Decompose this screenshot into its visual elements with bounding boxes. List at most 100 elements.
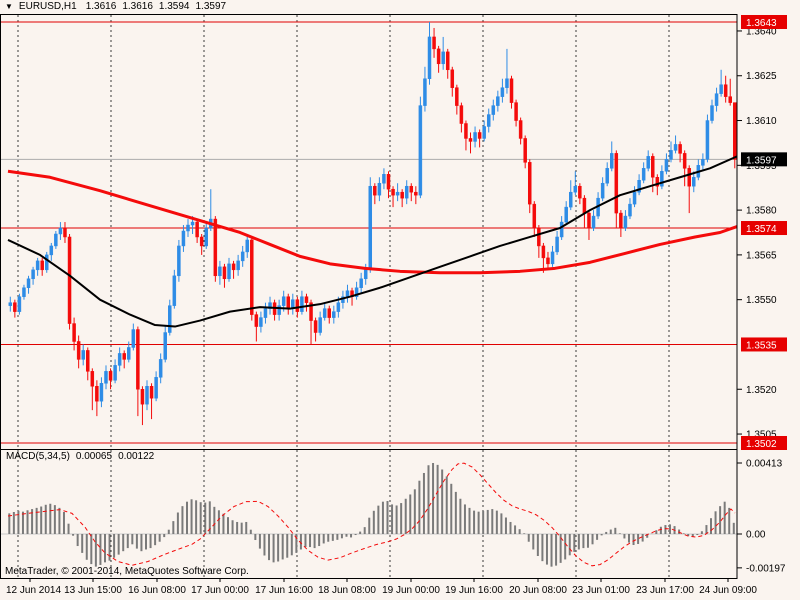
candle-body-down (391, 188, 395, 196)
candle-body-up (104, 371, 108, 384)
candle-body-down (122, 353, 126, 360)
candle-body-up (322, 308, 327, 318)
candle-body-down (295, 299, 300, 312)
ohlc-high: 1.3616 (122, 1, 153, 12)
candle-body-up (263, 308, 268, 318)
candle-body-down (432, 36, 436, 50)
candle-body-up (719, 84, 723, 94)
candle-body-up (591, 215, 596, 229)
candle-body-up (600, 182, 605, 199)
time-tick-label: 23 Jun 01:00 (572, 585, 630, 596)
time-tick-label: 20 Jun 08:00 (509, 585, 567, 596)
candle-body-down (95, 386, 99, 402)
candle-body-down (546, 257, 550, 265)
candle-body-up (281, 296, 286, 306)
candle-body-down (63, 227, 67, 238)
candle-body-down (436, 48, 441, 65)
price-tick-label: 1.3625 (746, 71, 777, 82)
candle-body-up (692, 177, 696, 187)
time-tick-label: 24 Jun 09:00 (699, 585, 757, 596)
candle-body-down (527, 162, 532, 205)
price-tick-label: 1.3610 (746, 116, 777, 127)
candle-body-down (445, 51, 450, 71)
candle-body-down (108, 371, 113, 381)
candle-body-up (154, 377, 158, 399)
candle-body-up (318, 317, 322, 333)
time-tick-label: 19 Jun 16:00 (445, 585, 503, 596)
candle-body-up (336, 302, 341, 312)
candle-body-down (614, 153, 619, 214)
candle-body-down (286, 296, 290, 309)
candle-body-up (177, 245, 181, 277)
candle-body-down (304, 296, 309, 303)
candle-body-up (637, 179, 641, 193)
candle-body-up (163, 332, 167, 360)
price-badge-label: 1.3643 (746, 18, 777, 29)
candle-body-up (473, 132, 477, 142)
candle-body-down (136, 329, 140, 390)
candle-body-up (259, 317, 263, 327)
candle-body-down (477, 132, 482, 139)
candle-body-up (359, 278, 363, 288)
candle-body-up (482, 126, 486, 139)
candle-body-up (227, 263, 231, 280)
candle-body-up (354, 287, 359, 297)
candle-body-up (145, 386, 149, 405)
candle-body-down (619, 212, 623, 229)
candle-body-down (518, 120, 523, 139)
macd-main-value: 0.00065 (75, 451, 113, 462)
candle-body-down (213, 218, 218, 277)
price-tick-label: 1.3505 (746, 430, 777, 441)
time-tick-label: 17 Jun 00:00 (191, 585, 249, 596)
candle-body-up (45, 254, 49, 271)
candle-body-up (113, 365, 117, 381)
candle-body-down (523, 138, 527, 163)
candle-body-down (414, 191, 418, 196)
candle-body-up (423, 78, 427, 106)
candle-body-up (573, 185, 578, 193)
price-tick-label: 1.3640 (746, 26, 777, 37)
candle-body-up (377, 182, 382, 196)
candle-body-up (245, 239, 249, 253)
candle-body-down (682, 153, 687, 169)
price-badge-black (741, 152, 787, 167)
moving-average-fast-black (7, 155, 738, 328)
candle-body-down (231, 263, 236, 271)
candle-body-down (90, 371, 95, 387)
candle-body-down (541, 245, 546, 259)
candle-body-up (22, 287, 26, 297)
price-tick-label: 1.3580 (746, 206, 777, 217)
time-tick-label: 17 Jun 16:00 (255, 585, 313, 596)
macd-panel-border (0, 449, 738, 579)
candle-body-down (409, 185, 414, 193)
price-badge-red (741, 221, 787, 236)
candle-body-up (186, 224, 190, 232)
candle-body-down (13, 302, 17, 312)
macd-tick-label: 0.00413 (746, 459, 783, 470)
price-tick-label: 1.3565 (746, 250, 777, 261)
candle-body-up (35, 260, 40, 271)
candle-body-down (509, 78, 514, 103)
price-badge-red (741, 435, 787, 450)
candle-body-up (605, 168, 609, 184)
candle-body-up (81, 350, 85, 360)
candle-body-down (400, 191, 404, 199)
candle-body-up (404, 185, 409, 199)
candle-body-up (550, 251, 555, 265)
candle-body-down (532, 203, 537, 229)
price-tick-label: 1.3520 (746, 385, 777, 396)
time-tick-label: 12 Jun 2014 (6, 585, 61, 596)
candle-body-up (441, 51, 445, 65)
candle-body-up (131, 329, 136, 348)
candle-body-up (641, 168, 646, 181)
candle-body-down (40, 260, 44, 271)
candle-body-down (327, 308, 332, 318)
candle-body-down (149, 386, 154, 399)
symbol-dropdown-icon[interactable]: ▼ (5, 2, 13, 11)
time-tick-label: 16 Jun 08:00 (128, 585, 186, 596)
candle-body-up (345, 290, 350, 297)
candle-body-up (363, 269, 368, 280)
ohlc-close: 1.3597 (195, 1, 227, 12)
candle-body-up (332, 311, 336, 318)
candle-body-up (491, 105, 496, 115)
